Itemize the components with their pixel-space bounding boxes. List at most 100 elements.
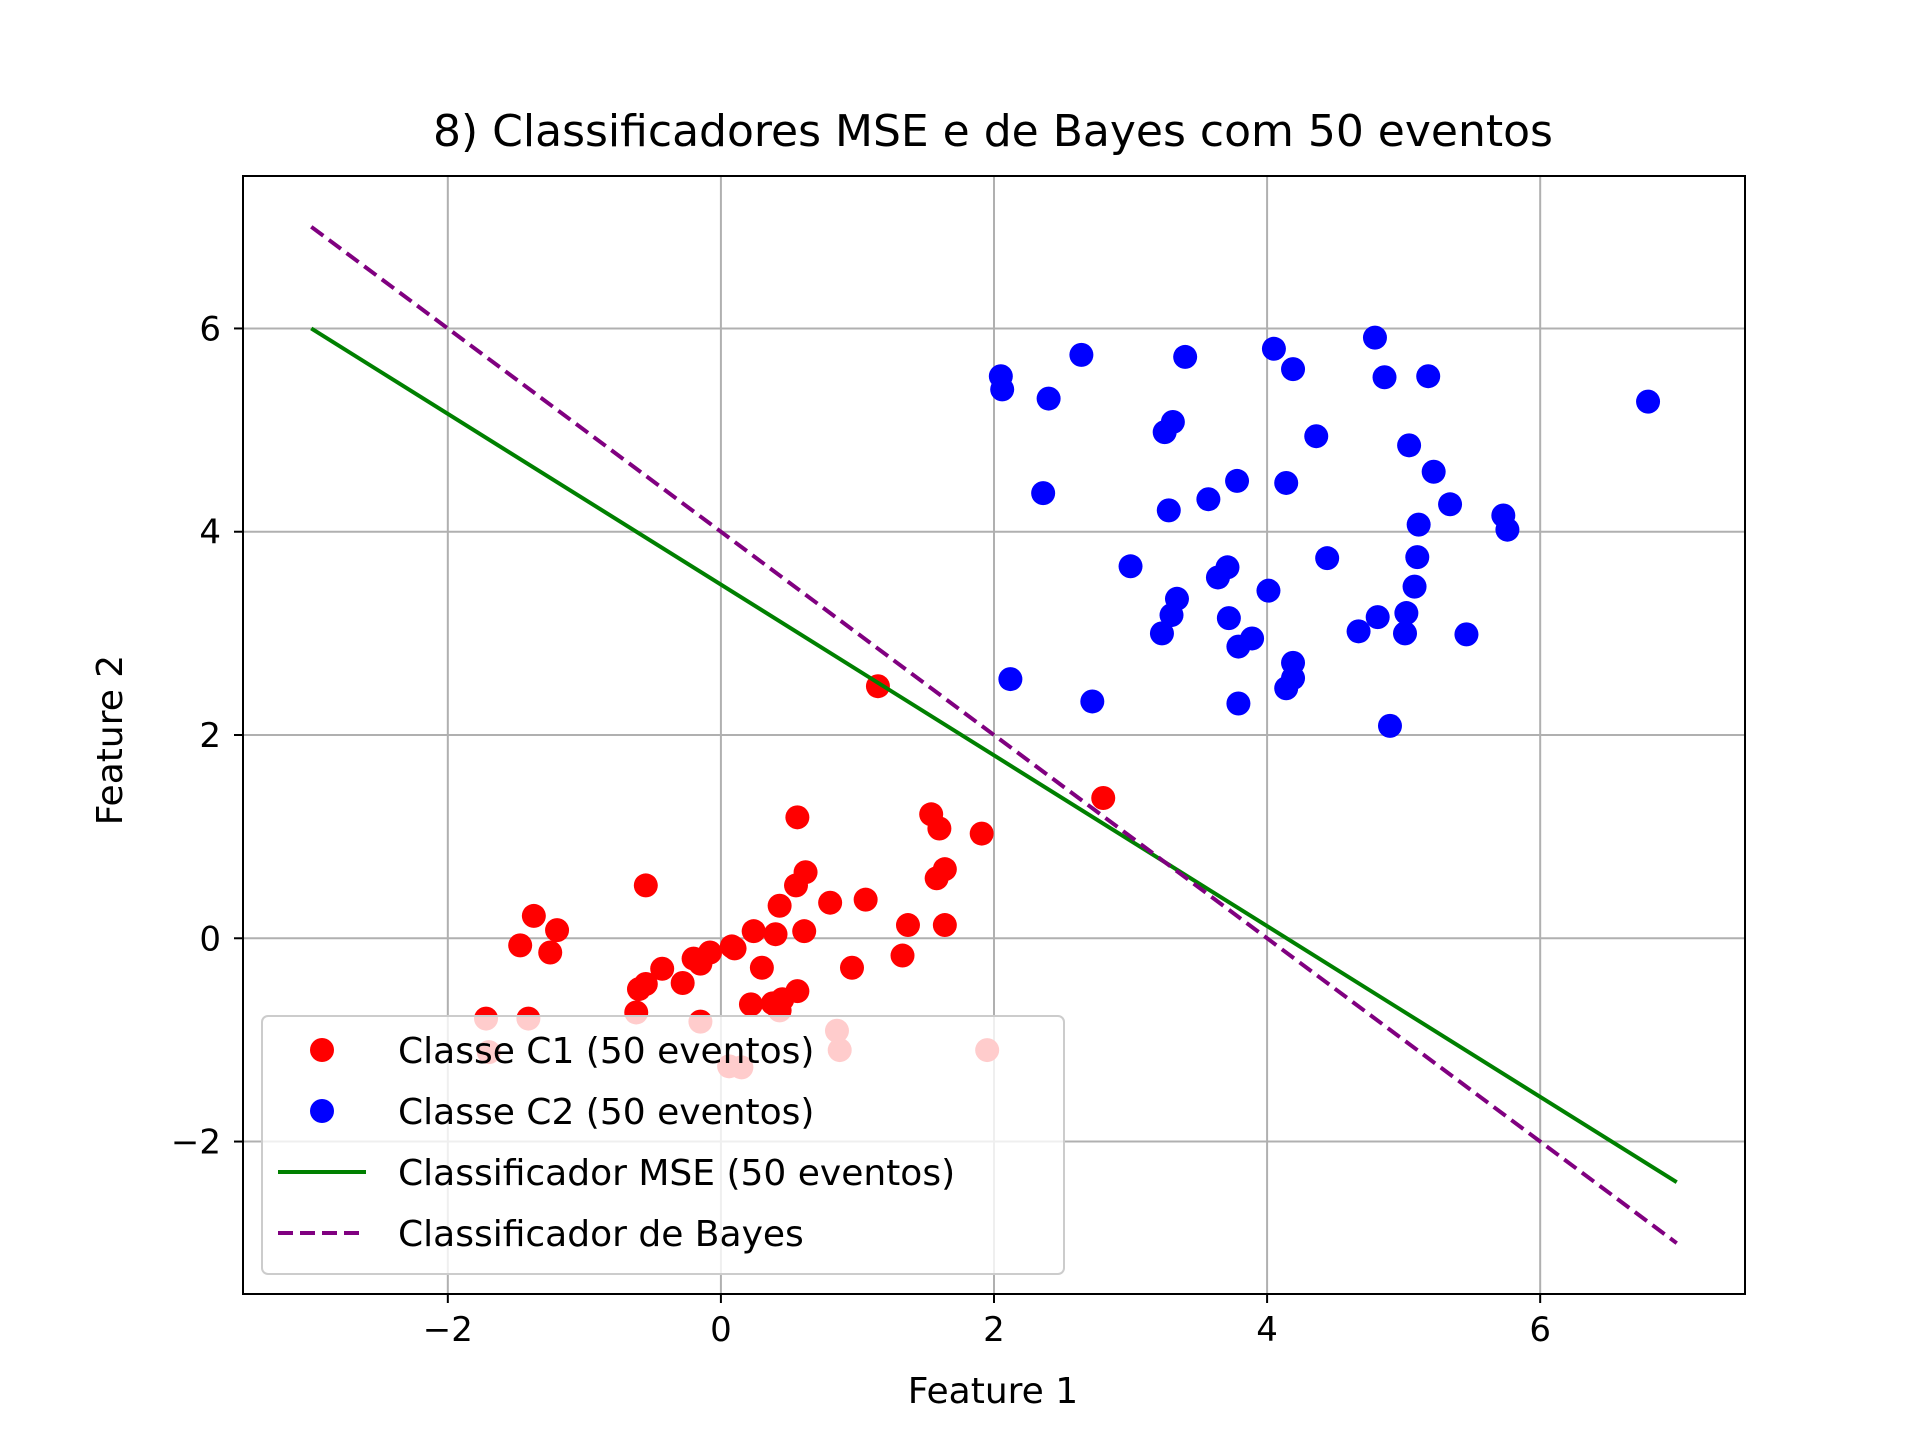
data-point xyxy=(1402,574,1427,599)
legend-label: Classificador de Bayes xyxy=(398,1214,804,1255)
y-ticks: −2 0 2 4 6 xyxy=(171,309,243,1163)
data-point xyxy=(1156,498,1181,523)
x-tick-label: 2 xyxy=(983,1310,1005,1350)
y-axis-label: Feature 2 xyxy=(90,655,131,825)
data-point xyxy=(749,955,774,980)
legend-marker xyxy=(310,1099,334,1123)
x-tick-label: 0 xyxy=(710,1310,732,1350)
data-point xyxy=(1205,565,1230,590)
legend-marker xyxy=(310,1038,334,1062)
data-point xyxy=(538,940,563,965)
data-point xyxy=(853,887,878,912)
data-point xyxy=(1152,420,1177,445)
data-point xyxy=(932,913,957,938)
data-point xyxy=(545,918,570,943)
legend-label: Classificador MSE (50 eventos) xyxy=(398,1153,955,1194)
data-point xyxy=(1226,691,1251,716)
data-point xyxy=(1149,621,1174,646)
data-point xyxy=(1405,545,1430,570)
data-point xyxy=(1362,325,1387,350)
y-tick-label: 0 xyxy=(199,919,221,959)
data-point xyxy=(895,913,920,938)
legend-box xyxy=(261,1015,1065,1275)
data-point xyxy=(633,972,658,997)
legend-label: Classe C2 (50 eventos) xyxy=(398,1092,814,1133)
data-point xyxy=(1261,336,1286,361)
data-point xyxy=(1315,546,1340,571)
data-point xyxy=(839,955,864,980)
legend-label: Classe C1 (50 eventos) xyxy=(398,1031,814,1072)
data-point xyxy=(1281,357,1306,382)
data-point xyxy=(1365,605,1390,630)
data-point xyxy=(1226,634,1251,659)
data-point xyxy=(1372,365,1397,390)
y-tick-label: 6 xyxy=(199,309,221,349)
data-point xyxy=(1397,433,1422,458)
data-point xyxy=(1636,389,1661,414)
data-point xyxy=(1256,578,1281,603)
data-point xyxy=(741,919,766,944)
data-point xyxy=(1438,492,1463,517)
plot-area xyxy=(243,176,1745,1294)
data-point xyxy=(998,667,1023,692)
data-point xyxy=(1216,606,1241,631)
data-point xyxy=(1421,459,1446,484)
data-point xyxy=(770,987,795,1012)
legend: Classe C1 (50 eventos) Classe C2 (50 even… xyxy=(261,1015,1065,1275)
data-point xyxy=(1304,424,1329,449)
series-3-line xyxy=(310,326,1678,1184)
data-point xyxy=(670,970,695,995)
data-point xyxy=(785,805,810,830)
data-point xyxy=(508,933,533,958)
legend-items: Classe C1 (50 eventos) Classe C2 (50 even… xyxy=(278,1031,955,1255)
data-point xyxy=(1346,619,1371,644)
data-point xyxy=(1495,517,1520,542)
data-point xyxy=(1225,468,1250,493)
data-point xyxy=(681,946,706,971)
data-point xyxy=(722,936,747,961)
data-point xyxy=(927,816,952,841)
data-point xyxy=(763,922,788,947)
data-point xyxy=(1454,622,1479,647)
data-point xyxy=(784,873,809,898)
data-point xyxy=(890,943,915,968)
data-point xyxy=(1031,481,1056,506)
x-ticks: −2 0 2 4 6 xyxy=(423,1294,1551,1350)
data-point xyxy=(738,992,763,1017)
data-point xyxy=(1394,601,1419,626)
x-tick-label: 6 xyxy=(1529,1310,1551,1350)
data-point xyxy=(1173,344,1198,369)
data-point xyxy=(924,866,949,891)
data-point xyxy=(650,956,675,981)
x-tick-label: 4 xyxy=(1256,1310,1278,1350)
data-point xyxy=(633,873,658,898)
data-point xyxy=(792,919,817,944)
series-2-points xyxy=(988,325,1661,738)
data-point xyxy=(1274,470,1299,495)
series-4-line xyxy=(310,225,1678,1245)
data-point xyxy=(1406,512,1431,537)
x-axis-label: Feature 1 xyxy=(908,1371,1078,1412)
data-point xyxy=(1196,487,1221,512)
data-point xyxy=(969,821,994,846)
data-point xyxy=(1159,603,1184,628)
data-point xyxy=(990,377,1015,402)
data-point xyxy=(1036,386,1061,411)
chart-title: 8) Classificadores MSE e de Bayes com 50… xyxy=(433,106,1553,157)
data-point xyxy=(521,903,546,928)
data-point xyxy=(1393,621,1418,646)
data-point xyxy=(1091,786,1116,811)
data-point xyxy=(1274,676,1299,701)
data-point xyxy=(1377,713,1402,738)
y-tick-label: −2 xyxy=(171,1123,221,1163)
data-point xyxy=(1080,689,1105,714)
y-tick-label: 2 xyxy=(199,716,221,756)
data-point xyxy=(1069,342,1094,367)
data-point xyxy=(1118,554,1143,579)
data-point xyxy=(767,893,792,918)
x-tick-label: −2 xyxy=(423,1310,473,1350)
data-point xyxy=(1416,364,1441,389)
data-point xyxy=(818,890,843,915)
y-tick-label: 4 xyxy=(199,513,221,553)
